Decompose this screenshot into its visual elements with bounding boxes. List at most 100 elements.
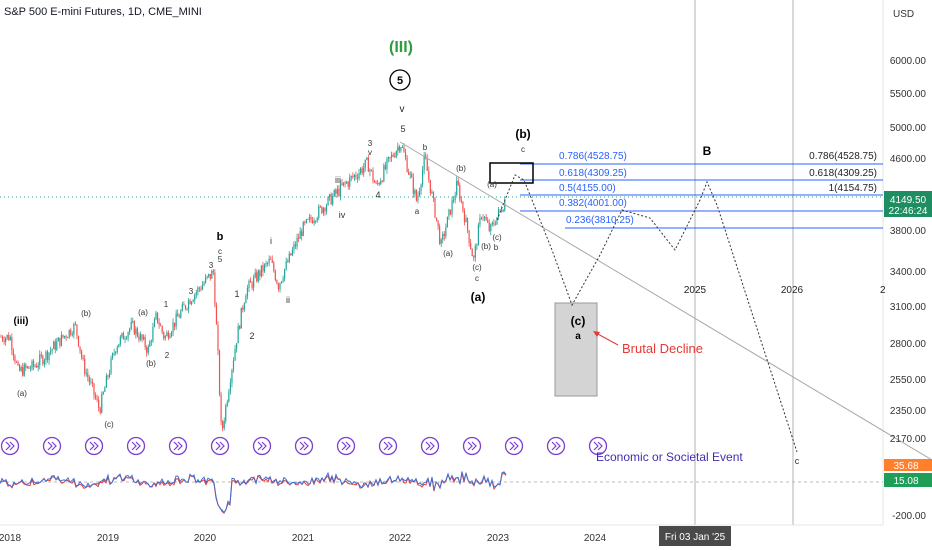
fibonacci-retracement[interactable]: 0.786(4528.75) 0.618(4309.25) 0.5(4155.0…: [520, 151, 883, 228]
candle-body: [354, 175, 355, 177]
candle-body: [459, 185, 460, 200]
candle-body: [239, 326, 240, 329]
candle-body: [217, 324, 218, 350]
candle-body: [447, 217, 448, 228]
candle-body: [315, 221, 316, 222]
candle-body: [436, 218, 437, 221]
candle-body: [292, 250, 293, 255]
svg-text:b: b: [494, 243, 499, 252]
svg-text:(c): (c): [571, 314, 586, 328]
candle-body: [10, 337, 11, 340]
candle-body: [262, 265, 263, 271]
candle-body: [261, 265, 262, 276]
candle-body: [450, 210, 451, 215]
candle-body: [138, 336, 139, 340]
candle-body: [183, 304, 184, 305]
candle-body: [298, 238, 299, 239]
candle-body: [132, 321, 133, 322]
candle-body: [434, 198, 435, 218]
svg-text:(a): (a): [471, 290, 486, 304]
time-axis[interactable]: 2018 2019 2020 2021 2022 2023 2024: [0, 533, 607, 544]
candle-body: [191, 302, 192, 304]
candle-body: [479, 218, 480, 225]
svg-text:(c): (c): [104, 420, 114, 429]
candle-body: [273, 263, 274, 271]
event-icons-row[interactable]: [2, 438, 607, 455]
currency-label: USD: [893, 9, 914, 20]
candle-body: [470, 243, 471, 249]
candle-body: [489, 223, 490, 231]
candle-body: [42, 356, 43, 364]
candle-body: [166, 332, 167, 336]
candle-body: [422, 170, 423, 185]
candle-body: [154, 319, 155, 327]
candle-body: [303, 222, 304, 236]
y-tick-label: 2170.00: [890, 434, 927, 445]
candle-body: [346, 182, 347, 183]
svg-text:3: 3: [368, 139, 373, 148]
candle-body: [53, 342, 54, 349]
candle-body: [293, 244, 294, 250]
candle-body: [281, 281, 282, 283]
candle-body: [216, 305, 217, 324]
candle-body: [152, 327, 153, 341]
svg-text:4149.50: 4149.50: [890, 195, 927, 206]
candle-body: [372, 170, 373, 181]
candle-body: [431, 192, 432, 193]
candle-body: [19, 365, 20, 371]
candle-body: [250, 281, 251, 283]
svg-text:2: 2: [165, 351, 170, 360]
candle-body: [131, 322, 132, 329]
candle-body: [24, 365, 25, 376]
candle-body: [84, 359, 85, 374]
candle-body: [98, 400, 99, 408]
y-tick-label: 3100.00: [890, 302, 927, 313]
candle-body: [149, 342, 150, 347]
candle-body: [11, 337, 12, 350]
candle-body: [197, 288, 198, 293]
candle-body: [455, 195, 456, 200]
candle-body: [335, 190, 336, 194]
y-tick-label: 4600.00: [890, 154, 927, 165]
candle-body: [228, 392, 229, 402]
y-tick-label: 2800.00: [890, 339, 927, 350]
svg-text:(b): (b): [481, 242, 491, 251]
candle-body: [327, 197, 328, 205]
candle-body: [345, 182, 346, 183]
fib-right-label: 0.618(4309.25): [809, 168, 877, 179]
candle-body: [314, 221, 315, 223]
candle-body: [300, 231, 301, 239]
candle-body: [39, 355, 40, 366]
fib-label: 0.5(4155.00): [559, 183, 616, 194]
candle-body: [376, 183, 377, 184]
candle-body: [208, 274, 209, 276]
candle-body: [225, 405, 226, 421]
candle-body: [7, 335, 8, 338]
y-tick-label: 5000.00: [890, 123, 927, 134]
candle-body: [115, 352, 116, 353]
candle-body: [355, 175, 356, 177]
candle-body: [458, 181, 459, 185]
candle-body: [62, 335, 63, 338]
candle-body: [413, 178, 414, 194]
candle-body: [481, 218, 482, 219]
candle-body: [411, 174, 412, 178]
candle-body: [28, 367, 29, 369]
candle-body: [180, 311, 181, 318]
candle-body: [214, 272, 215, 305]
svg-text:v: v: [368, 148, 372, 157]
projection-path: [497, 175, 797, 452]
candle-body: [17, 362, 18, 365]
candle-body: [87, 373, 88, 378]
candle-body: [194, 295, 195, 301]
candle-body: [461, 200, 462, 202]
price-axis[interactable]: 6000.00 5500.00 5000.00 4600.00 3800.00 3400.…: [890, 56, 927, 522]
candle-body: [385, 165, 386, 169]
candle-body: [202, 285, 203, 290]
fib-label: 0.236(3810.25): [566, 215, 634, 226]
candle-body: [430, 180, 431, 193]
svg-text:c: c: [475, 274, 479, 283]
candle-body: [50, 351, 51, 353]
candle-body: [48, 353, 49, 360]
